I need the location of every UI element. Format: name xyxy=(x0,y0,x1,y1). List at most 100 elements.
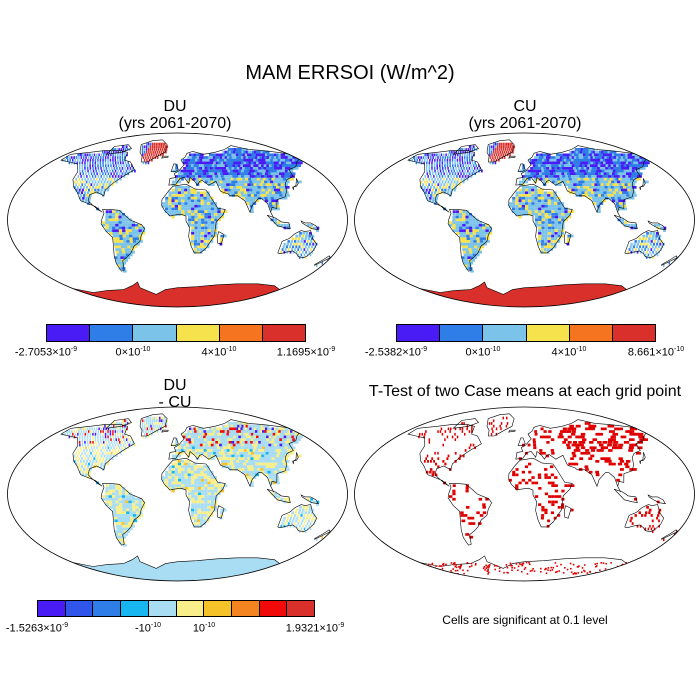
grid-cell xyxy=(468,218,473,222)
grid-cell xyxy=(287,443,294,447)
grid-cell xyxy=(538,234,542,238)
grid-cell xyxy=(202,443,206,447)
grid-cell xyxy=(191,213,195,216)
grid-cell xyxy=(84,183,87,186)
grid-cell xyxy=(213,234,217,238)
grid-cell xyxy=(268,177,273,181)
grid-cell xyxy=(248,196,252,200)
grid-cell xyxy=(131,503,136,506)
grid-cell xyxy=(292,441,299,444)
grid-cell xyxy=(270,196,275,200)
grid-cell xyxy=(75,457,77,460)
grid-cell xyxy=(156,424,159,428)
grid-cell xyxy=(90,465,93,469)
grid-cell xyxy=(547,237,551,241)
grid-cell xyxy=(585,183,590,186)
grid-cell xyxy=(466,177,469,181)
grid-cell xyxy=(468,156,471,159)
grid-cell xyxy=(245,446,250,450)
grid-cell xyxy=(599,188,604,192)
grid-cell xyxy=(609,172,614,176)
grid-cell xyxy=(238,161,243,165)
grid-cell xyxy=(268,191,273,195)
grid-cell xyxy=(280,188,285,192)
grid-cell xyxy=(485,232,490,235)
grid-cell xyxy=(238,435,243,439)
grid-cell xyxy=(635,245,638,249)
grid-cell xyxy=(252,449,257,452)
grid-cell xyxy=(227,462,232,466)
grid-cell xyxy=(213,454,218,458)
grid-cell xyxy=(214,210,218,213)
grid-cell xyxy=(592,446,597,450)
grid-cell xyxy=(525,481,529,485)
grid-cell xyxy=(593,191,598,195)
grid-cell xyxy=(195,177,199,181)
grid-cell xyxy=(220,446,224,450)
grid-cell xyxy=(608,449,613,452)
grid-cell xyxy=(198,175,202,178)
grid-cell xyxy=(544,204,548,208)
grid-cell xyxy=(168,478,172,482)
grid-cell xyxy=(190,435,194,439)
grid-cell xyxy=(252,476,257,479)
grid-cell xyxy=(90,451,92,455)
grid-cell xyxy=(174,213,178,216)
grid-cell xyxy=(203,449,208,452)
grid-cell xyxy=(567,427,572,431)
grid-cell xyxy=(253,465,258,469)
grid-cell xyxy=(638,435,645,439)
grid-cell xyxy=(126,148,129,151)
grid-cell xyxy=(215,153,220,157)
grid-cell xyxy=(209,432,214,436)
grid-cell xyxy=(82,158,84,162)
grid-cell xyxy=(108,226,113,230)
grid-cell xyxy=(606,191,611,195)
grid-cell xyxy=(111,183,114,186)
grid-cell xyxy=(237,454,242,458)
grid-cell xyxy=(575,435,580,439)
grid-cell xyxy=(127,435,129,439)
grid-cell xyxy=(149,419,152,423)
grid-cell xyxy=(578,194,583,197)
grid-cell xyxy=(463,261,468,265)
grid-cell xyxy=(500,422,503,425)
grid-cell xyxy=(565,167,569,170)
grid-cell xyxy=(197,484,202,487)
grid-cell xyxy=(262,177,268,181)
grid-cell xyxy=(84,473,88,477)
grid-cell xyxy=(240,438,245,441)
grid-cell xyxy=(194,237,198,241)
grid-cell xyxy=(213,202,218,205)
grid-cell xyxy=(246,443,251,447)
grid-cell xyxy=(262,191,267,195)
grid-cell xyxy=(553,164,557,167)
grid-cell xyxy=(631,443,638,447)
grid-cell xyxy=(108,492,112,496)
grid-cell xyxy=(261,175,266,178)
grid-cell xyxy=(166,145,169,149)
grid-cell xyxy=(588,169,593,173)
grid-cell xyxy=(629,169,635,173)
grid-cell xyxy=(506,422,509,425)
grid-cell xyxy=(585,427,591,431)
grid-cell xyxy=(212,156,217,159)
grid-cell xyxy=(534,188,538,192)
grid-cell xyxy=(212,167,217,170)
grid-cell xyxy=(212,175,216,178)
grid-cell xyxy=(191,156,195,159)
grid-cell xyxy=(195,427,199,431)
grid-cell xyxy=(105,223,109,227)
grid-cell xyxy=(547,240,551,243)
grid-cell xyxy=(427,156,430,159)
grid-cell xyxy=(106,462,109,466)
grid-cell xyxy=(296,435,303,439)
grid-cell xyxy=(567,435,572,439)
grid-cell xyxy=(538,169,542,173)
grid-cell xyxy=(191,226,195,230)
grid-cell xyxy=(103,454,106,458)
grid-cell xyxy=(498,153,500,157)
coastline xyxy=(139,139,168,163)
grid-cell xyxy=(639,245,642,249)
grid-cell xyxy=(249,454,254,458)
